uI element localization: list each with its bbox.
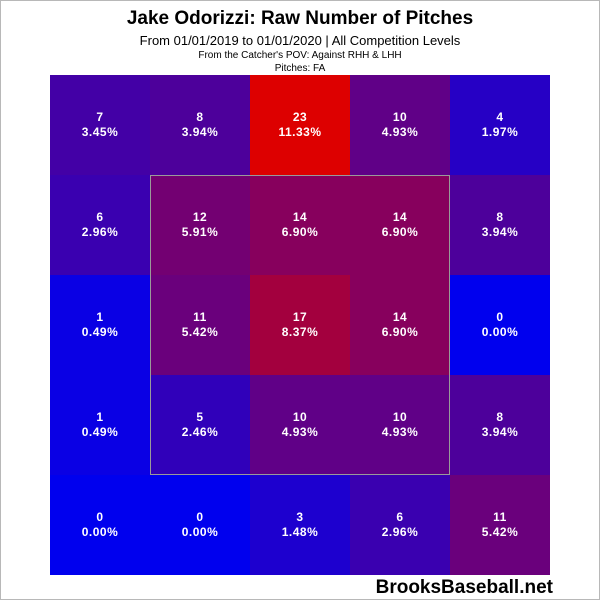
heatmap-cell: 8 3.94% <box>150 75 250 175</box>
heatmap-cell: 7 3.45% <box>50 75 150 175</box>
heatmap-cell: 6 2.96% <box>350 475 450 575</box>
cell-count: 23 <box>292 110 308 124</box>
cell-count: 10 <box>292 410 308 424</box>
heatmap-cell: 0 0.00% <box>50 475 150 575</box>
cell-count: 6 <box>96 210 104 224</box>
cell-count: 6 <box>396 510 404 524</box>
heatmap-cell: 10 4.93% <box>350 75 450 175</box>
heatmap-cell: 10 4.93% <box>250 375 350 475</box>
cell-percent: 8.37% <box>281 325 319 339</box>
heatmap-cell: 1 0.49% <box>50 275 150 375</box>
heatmap-cell: 6 2.96% <box>50 175 150 275</box>
cell-count: 0 <box>196 510 204 524</box>
cell-count: 7 <box>96 110 104 124</box>
cell-count: 0 <box>96 510 104 524</box>
cell-count: 3 <box>296 510 304 524</box>
heatmap-cell: 14 6.90% <box>350 275 450 375</box>
cell-count: 12 <box>192 210 208 224</box>
cell-percent: 0.00% <box>181 525 219 539</box>
cell-count: 8 <box>496 410 504 424</box>
cell-percent: 0.00% <box>481 325 519 339</box>
brand-watermark: BrooksBaseball.net <box>375 577 553 598</box>
cell-percent: 0.49% <box>81 425 119 439</box>
cell-percent: 5.91% <box>181 225 219 239</box>
cell-percent: 3.94% <box>481 425 519 439</box>
pitch-type-label: Pitches: FA <box>274 63 326 74</box>
cell-count: 1 <box>96 310 104 324</box>
cell-percent: 1.48% <box>281 525 319 539</box>
cell-percent: 5.42% <box>481 525 519 539</box>
cell-percent: 4.93% <box>381 425 419 439</box>
cell-percent: 6.90% <box>381 225 419 239</box>
cell-count: 11 <box>493 510 507 524</box>
cell-count: 14 <box>292 210 308 224</box>
cell-count: 17 <box>292 310 308 324</box>
cell-percent: 3.94% <box>181 125 219 139</box>
cell-percent: 5.42% <box>181 325 219 339</box>
cell-count: 8 <box>496 210 504 224</box>
cell-percent: 0.49% <box>81 325 119 339</box>
heatmap-cell: 4 1.97% <box>450 75 550 175</box>
heatmap-cell: 1 0.49% <box>50 375 150 475</box>
heatmap-cell: 14 6.90% <box>350 175 450 275</box>
chart-title: Jake Odorizzi: Raw Number of Pitches <box>126 8 474 29</box>
heatmap-cell: 17 8.37% <box>250 275 350 375</box>
heatmap-grid: 7 3.45% 8 3.94% 23 11.33% 10 4.93% 4 1.97% 6 2.96% 1… <box>50 75 550 575</box>
cell-count: 14 <box>392 310 408 324</box>
cell-percent: 6.90% <box>381 325 419 339</box>
cell-percent: 4.93% <box>281 425 319 439</box>
cell-count: 4 <box>496 110 504 124</box>
heatmap-cell: 12 5.91% <box>150 175 250 275</box>
cell-percent: 11.33% <box>278 125 322 139</box>
heatmap-cell: 10 4.93% <box>350 375 450 475</box>
cell-percent: 2.46% <box>181 425 219 439</box>
heatmap-cell: 8 3.94% <box>450 375 550 475</box>
cell-count: 14 <box>392 210 408 224</box>
pov-label: From the Catcher's POV: Against RHH & LH… <box>198 50 402 61</box>
chart-subtitle: From 01/01/2019 to 01/01/2020 | All Comp… <box>139 33 461 48</box>
cell-count: 5 <box>196 410 204 424</box>
cell-count: 1 <box>96 410 104 424</box>
cell-percent: 2.96% <box>381 525 419 539</box>
heatmap-cell: 0 0.00% <box>150 475 250 575</box>
cell-count: 11 <box>193 310 207 324</box>
heatmap-cell: 11 5.42% <box>450 475 550 575</box>
cell-count: 0 <box>496 310 504 324</box>
cell-percent: 2.96% <box>81 225 119 239</box>
cell-count: 10 <box>392 410 408 424</box>
heatmap-cell: 8 3.94% <box>450 175 550 275</box>
heatmap-cell: 5 2.46% <box>150 375 250 475</box>
heatmap-cell: 3 1.48% <box>250 475 350 575</box>
cell-count: 10 <box>392 110 408 124</box>
cell-percent: 0.00% <box>81 525 119 539</box>
heatmap-cell: 11 5.42% <box>150 275 250 375</box>
heatmap-cell: 14 6.90% <box>250 175 350 275</box>
cell-count: 8 <box>196 110 204 124</box>
heatmap-cell: 23 11.33% <box>250 75 350 175</box>
cell-percent: 4.93% <box>381 125 419 139</box>
cell-percent: 6.90% <box>281 225 319 239</box>
cell-percent: 3.94% <box>481 225 519 239</box>
cell-percent: 3.45% <box>81 125 119 139</box>
heatmap-cell: 0 0.00% <box>450 275 550 375</box>
cell-percent: 1.97% <box>481 125 519 139</box>
